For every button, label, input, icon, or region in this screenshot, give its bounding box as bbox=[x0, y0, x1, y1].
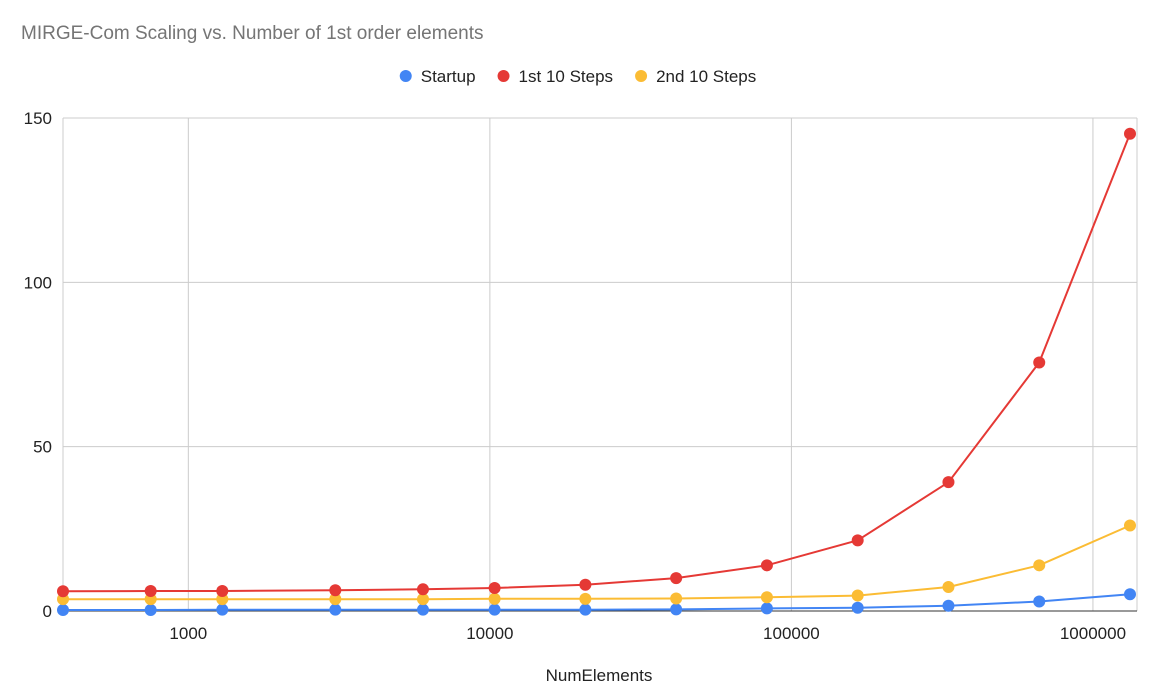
chart-title: MIRGE-Com Scaling vs. Number of 1st orde… bbox=[21, 23, 484, 44]
series-0-point bbox=[329, 603, 342, 616]
series-0-point bbox=[488, 603, 501, 616]
series-2-point bbox=[144, 593, 157, 606]
legend-item: 1st 10 Steps bbox=[497, 67, 614, 86]
series-2-point bbox=[416, 593, 429, 606]
series-1-point bbox=[416, 583, 429, 596]
series-points bbox=[57, 127, 1136, 617]
series-0-point bbox=[144, 604, 157, 617]
series-1-point bbox=[57, 585, 69, 598]
series-2-point bbox=[851, 589, 864, 602]
series-0-point bbox=[670, 603, 683, 616]
series-1-point bbox=[942, 476, 955, 489]
series-0-point bbox=[216, 603, 229, 616]
series-2-point bbox=[579, 592, 592, 605]
y-axis-ticks: 0 50 100 150 bbox=[24, 109, 52, 621]
x-tick-label: 1000000 bbox=[1060, 624, 1126, 643]
series-1-point bbox=[329, 584, 342, 597]
series-2-point bbox=[1123, 519, 1136, 532]
legend-item: Startup bbox=[399, 67, 476, 86]
series-0-point bbox=[579, 603, 592, 616]
series-2-point bbox=[670, 592, 683, 605]
series-1-point bbox=[1123, 127, 1136, 140]
series-2-point bbox=[1033, 559, 1046, 572]
series-0-point bbox=[416, 603, 429, 616]
series-line-1 bbox=[62, 132, 1131, 593]
legend-label: Startup bbox=[421, 67, 476, 86]
series-lines bbox=[62, 132, 1131, 611]
series-2-point bbox=[488, 592, 501, 605]
series-1-point bbox=[216, 584, 229, 597]
y-tick-label: 150 bbox=[24, 109, 52, 128]
series-0-point bbox=[851, 601, 864, 614]
series-2-point bbox=[760, 591, 773, 604]
x-axis-ticks: 1000 10000 100000 1000000 bbox=[169, 624, 1126, 643]
legend-item: 2nd 10 Steps bbox=[635, 67, 756, 86]
series-0-point bbox=[1033, 595, 1046, 608]
series-1-point bbox=[760, 559, 773, 572]
legend-label: 1st 10 Steps bbox=[519, 67, 614, 86]
legend-swatch bbox=[399, 70, 412, 82]
y-tick-label: 100 bbox=[24, 273, 52, 292]
series-0-point bbox=[57, 604, 69, 617]
x-tick-label: 1000 bbox=[169, 624, 207, 643]
x-axis-title: NumElements bbox=[546, 666, 653, 685]
series-0-point bbox=[942, 599, 955, 612]
series-1-point bbox=[488, 581, 501, 594]
series-2-point bbox=[216, 593, 229, 606]
series-0-point bbox=[1123, 588, 1136, 601]
series-0-point bbox=[760, 602, 773, 615]
series-1-point bbox=[579, 578, 592, 591]
grid bbox=[62, 117, 1138, 611]
series-2-point bbox=[942, 581, 955, 594]
series-1-point bbox=[670, 572, 683, 585]
legend-swatch bbox=[497, 70, 510, 82]
x-tick-label: 10000 bbox=[466, 624, 513, 643]
series-1-point bbox=[851, 534, 864, 547]
legend-swatch bbox=[635, 70, 648, 82]
y-tick-label: 50 bbox=[33, 438, 52, 457]
series-1-point bbox=[144, 584, 157, 597]
legend: Startup 1st 10 Steps 2nd 10 Steps bbox=[399, 67, 756, 86]
y-tick-label: 0 bbox=[43, 602, 52, 621]
x-tick-label: 100000 bbox=[763, 624, 820, 643]
series-2-point bbox=[329, 593, 342, 606]
legend-label: 2nd 10 Steps bbox=[656, 67, 756, 86]
series-1-point bbox=[1033, 356, 1046, 369]
